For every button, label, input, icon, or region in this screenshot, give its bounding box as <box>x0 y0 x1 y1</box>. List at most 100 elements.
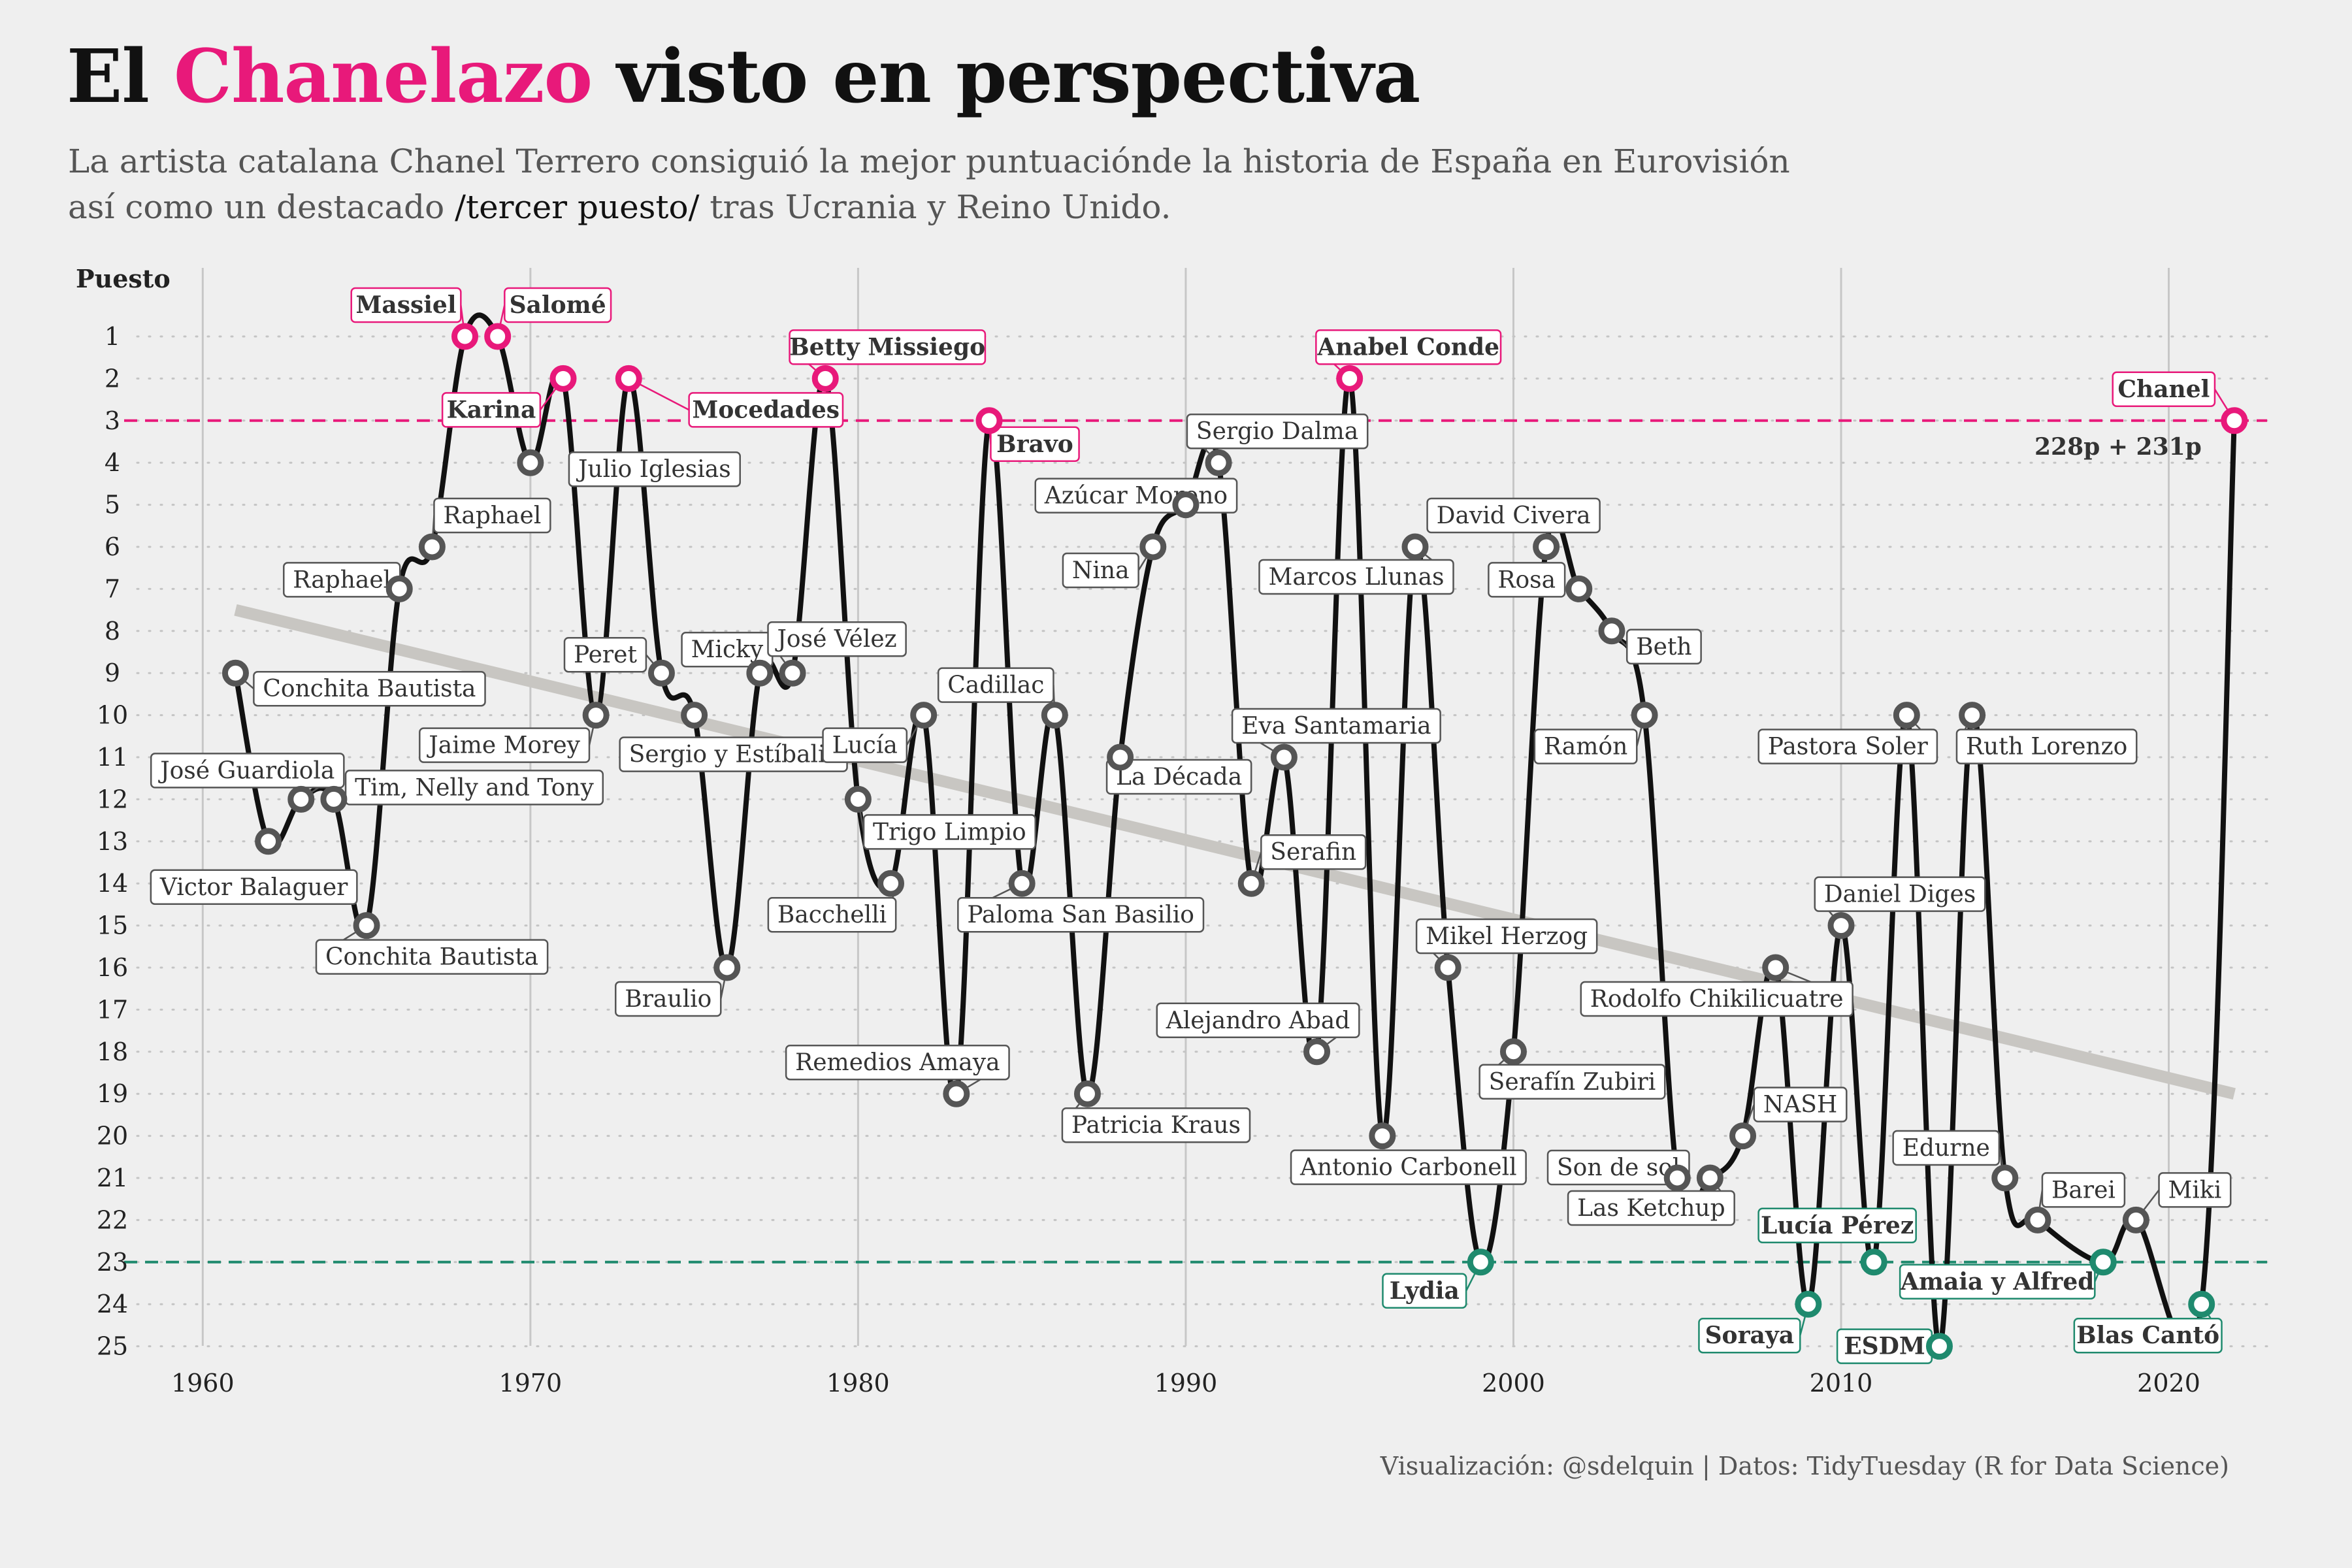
subtitle-line-1: La artista catalana Chanel Terrero consi… <box>68 142 1790 180</box>
y-tick-label: 24 <box>97 1290 128 1318</box>
data-point <box>451 323 479 350</box>
point-label-text: Betty Missiego <box>789 333 985 361</box>
data-point <box>1237 870 1265 897</box>
point-label-box <box>1899 1264 2096 1300</box>
data-point <box>1860 1249 1887 1276</box>
point-label-box <box>990 426 1080 463</box>
subtitle-line-2-pre: así como un destacado <box>68 188 445 226</box>
point-label-box <box>1488 562 1566 598</box>
data-point <box>1499 1038 1527 1066</box>
point-label: Ramón <box>1533 715 1646 764</box>
point-label-text: Pastora Soler <box>1768 734 1929 760</box>
point-label-text: Chanel <box>2117 376 2210 403</box>
y-tick-label: 10 <box>97 701 128 730</box>
data-point <box>877 870 905 897</box>
point-label: Lydia <box>1382 1262 1482 1309</box>
data-point <box>517 449 544 476</box>
point-label-box <box>1533 728 1638 764</box>
point-label: Peret <box>563 636 662 674</box>
x-tick-label: 1980 <box>826 1369 890 1397</box>
point-label: Anabel Conde <box>1315 329 1502 380</box>
data-point <box>221 659 249 687</box>
point-label-box <box>1231 708 1441 744</box>
data-point <box>1336 365 1364 392</box>
point-label-text: Lucía <box>832 732 898 759</box>
point-label-text: Daniel Diges <box>1824 881 1976 908</box>
y-tick-label: 17 <box>97 995 128 1024</box>
point-label: Paloma San Basilio <box>957 883 1205 933</box>
point-label: Massiel <box>350 287 466 337</box>
point-label-box <box>822 727 908 763</box>
point-label-box <box>504 287 612 323</box>
point-label-box <box>1186 413 1369 449</box>
point-label: Las Ketchup <box>1567 1177 1735 1226</box>
point-label: Azúcar Moreno <box>1034 478 1238 514</box>
point-label: Soraya <box>1698 1303 1810 1354</box>
data-point <box>615 365 642 392</box>
point-label-text: Bravo <box>996 431 1073 458</box>
trend-line <box>234 604 2236 1100</box>
point-label: Daniel Diges <box>1814 876 1986 926</box>
point-label-text: Ramón <box>1544 734 1627 760</box>
point-label-text: Mikel Herzog <box>1426 923 1588 950</box>
point-label-text: José Vélez <box>775 626 897 653</box>
point-label-box <box>1062 552 1139 589</box>
y-tick-label: 23 <box>97 1248 128 1277</box>
point-label-box <box>2073 1317 2223 1354</box>
point-label: Salomé <box>497 287 612 337</box>
point-label: Braulio <box>615 967 728 1017</box>
point-label-box <box>957 896 1205 933</box>
data-point <box>1696 1164 1723 1192</box>
data-point <box>1893 702 1920 729</box>
y-tick-label: 12 <box>97 785 128 813</box>
data-point <box>2188 1290 2215 1318</box>
data-point <box>1107 743 1134 771</box>
data-point <box>1631 702 1658 729</box>
data-point <box>1139 533 1167 561</box>
y-tick-label: 3 <box>105 406 120 435</box>
data-point <box>320 785 348 813</box>
data-point <box>1762 954 1789 981</box>
data-point <box>2221 407 2248 434</box>
point-label: José Vélez <box>767 621 907 674</box>
point-label: Conchita Bautista <box>315 924 549 975</box>
point-label-text: José Guardiola <box>157 757 335 784</box>
y-tick-label: 1 <box>105 322 120 351</box>
point-label-text: Antonio Carbonell <box>1299 1154 1517 1181</box>
point-label-box <box>2158 1172 2232 1208</box>
point-label-text: Sergio Dalma <box>1196 418 1358 445</box>
point-label-box <box>1757 1207 1917 1244</box>
point-label-text: Miki <box>2168 1177 2222 1203</box>
data-point <box>811 365 839 392</box>
point-label: Serafin <box>1250 834 1367 884</box>
point-label-text: NASH <box>1763 1092 1838 1119</box>
y-tick-label: 14 <box>97 869 128 898</box>
point-label: Tim, Nelly and Tony <box>344 770 604 806</box>
point-label: Lucía Pérez <box>1757 1207 1917 1244</box>
points-group <box>221 323 2248 1360</box>
point-label: Trigo Limpio <box>857 799 1036 850</box>
data-point <box>647 659 675 687</box>
point-label-text: ESDM <box>1844 1333 1925 1360</box>
data-point <box>1959 702 1986 729</box>
y-tick-label: 16 <box>97 953 128 982</box>
point-label: Amaia y Alfred <box>1899 1262 2104 1300</box>
subtitle-emphasis: /tercer puesto/ <box>455 188 700 226</box>
point-label: José Guardiola <box>150 753 345 800</box>
point-label: Alejandro Abad <box>1156 1002 1360 1053</box>
point-label: Jaime Morey <box>419 715 597 763</box>
point-label: Chanel <box>2112 371 2235 421</box>
y-tick-label: 6 <box>105 532 120 561</box>
point-label-box <box>1315 329 1502 365</box>
point-label: Edurne <box>1892 1130 2006 1179</box>
y-tick-label: 9 <box>105 659 120 687</box>
point-label-box <box>789 329 987 365</box>
point-label-text: Patricia Kraus <box>1071 1112 1241 1139</box>
point-label-text: Edurne <box>1903 1135 1990 1162</box>
data-point <box>2122 1206 2149 1233</box>
point-label-box <box>1625 629 1702 665</box>
data-point <box>1073 1080 1101 1107</box>
point-label-box <box>1478 1064 1666 1100</box>
data-point <box>1729 1122 1757 1150</box>
point-label-box <box>862 814 1036 850</box>
